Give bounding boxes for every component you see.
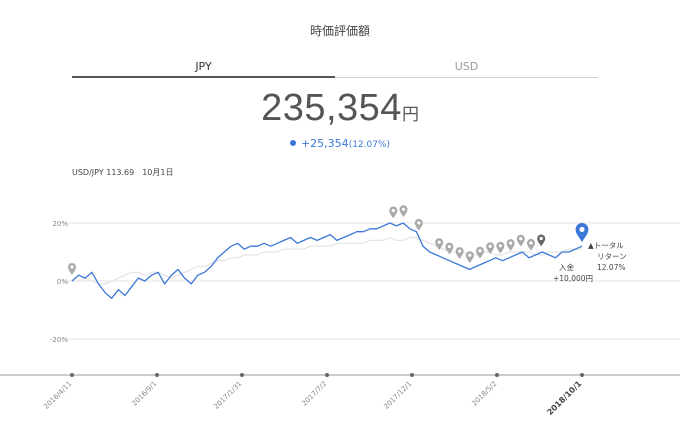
event-pin-icon[interactable] (435, 238, 444, 251)
fx-info: USD/JPY 113.69 10月1日 (72, 167, 174, 178)
event-pin-icon[interactable] (455, 247, 464, 260)
x-tick-dot (495, 373, 499, 377)
change-summary: +25,354(12.07%) (0, 137, 680, 150)
total-value-number: 235,354 (261, 87, 402, 129)
event-pin-icon-hole (529, 241, 533, 245)
x-tick-label: 2018/5/2 (471, 380, 499, 408)
event-pin-icon[interactable] (496, 241, 505, 254)
event-pin-icon[interactable] (68, 263, 76, 275)
y-tick-label: 0% (57, 278, 68, 286)
x-tick-label: 2017/12/1 (382, 380, 413, 411)
event-pin-icon[interactable] (506, 239, 515, 252)
portfolio-line (71, 222, 583, 300)
event-pin-icon-hole (437, 240, 441, 244)
x-tick-label: 2016/4/11 (42, 380, 73, 411)
event-pin-icon[interactable] (537, 234, 546, 247)
current-pin-icon-hole (579, 226, 585, 232)
total-return-label-2: リターン (597, 252, 627, 261)
event-pin-icon[interactable] (465, 251, 474, 264)
currency-tabs: JPY USD (72, 60, 598, 78)
y-tick-label: -20% (50, 336, 68, 344)
event-pin-icon-hole (498, 244, 502, 248)
fx-date: 10月1日 (142, 168, 174, 177)
tab-divider (335, 77, 598, 78)
x-tick-dot (155, 373, 159, 377)
fx-rate: USD/JPY 113.69 (72, 168, 135, 177)
x-tick-dot (240, 373, 244, 377)
event-pin-icon[interactable] (527, 238, 535, 251)
deposit-label: 入金 (559, 262, 574, 272)
x-tick-dot (70, 373, 74, 377)
event-pin-icon-hole (468, 253, 472, 257)
event-pin-icon-hole (417, 221, 421, 225)
deposit-value: +10,000円 (553, 274, 593, 283)
y-tick-label: 20% (52, 220, 68, 228)
change-dot-icon (289, 140, 296, 146)
total-value: 235,354円 (0, 87, 680, 130)
change-amount: +25,354 (300, 137, 349, 150)
benchmark-line (72, 236, 582, 285)
tab-usd[interactable]: USD (454, 60, 479, 73)
event-pin-icon-hole (539, 236, 543, 241)
event-pin-icon[interactable] (516, 234, 525, 247)
x-tick-dot (325, 373, 329, 377)
event-pin-icon-hole (458, 249, 462, 253)
total-value-unit: 円 (401, 105, 419, 124)
x-tick-label: 2017/1/31 (212, 380, 243, 411)
event-pin-icon-hole (401, 207, 406, 211)
x-tick-label: 2017/7/2 (301, 380, 329, 408)
event-pin-icon[interactable] (445, 242, 454, 255)
x-tick-dot (580, 373, 584, 377)
event-pin-icon[interactable] (486, 242, 495, 255)
performance-chart[interactable]: 20% 0% -20% 2016/4/11 2016/9/1 2017/1/31 2017/… (0, 190, 680, 443)
active-tab-indicator (72, 76, 335, 78)
event-pin-icon-hole (478, 249, 482, 253)
event-pin-icon-hole (509, 241, 513, 245)
event-pin-icon-hole (447, 245, 451, 249)
event-pin-icon-hole (488, 244, 492, 248)
event-pin-icon-hole (70, 265, 74, 269)
current-pin-icon[interactable] (575, 222, 589, 243)
event-pin-icon[interactable] (399, 205, 408, 218)
event-pin-icon[interactable] (476, 246, 484, 259)
page-title: 時価評価額 (309, 24, 370, 38)
tab-jpy[interactable]: JPY (195, 60, 212, 73)
x-tick-dot (410, 373, 414, 377)
event-pin-icon[interactable] (414, 218, 423, 231)
event-pin-icon[interactable] (389, 206, 398, 219)
x-tick-label: 2016/9/1 (131, 380, 159, 408)
x-tick-label: 2018/10/1 (545, 379, 583, 417)
change-percent: (12.07%) (348, 140, 391, 150)
total-return-value: 12.07% (597, 263, 626, 272)
event-pin-icon-hole (391, 208, 395, 213)
total-return-label: ▲トータル (588, 241, 624, 250)
event-pin-icon-hole (519, 237, 523, 241)
